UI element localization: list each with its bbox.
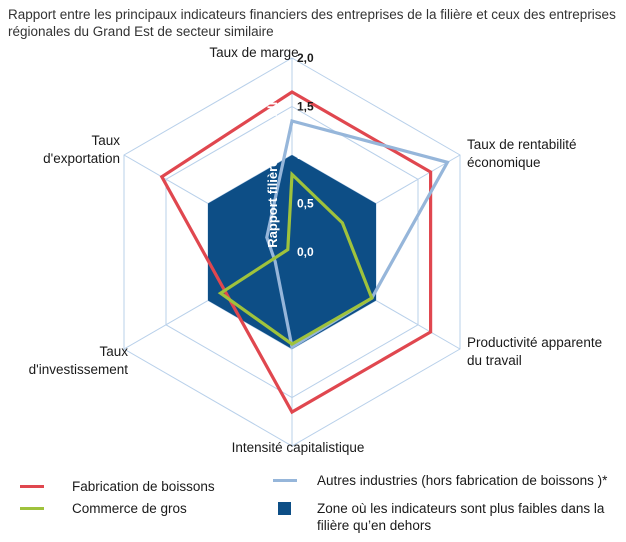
- tick-label: 1,5: [297, 100, 314, 114]
- chart-title: Rapport entre les principaux indicateurs…: [8, 7, 616, 39]
- axis-label: Taux d'investissement: [29, 344, 129, 377]
- axis-label-line: Taux: [99, 344, 128, 359]
- legend-label: Commerce de gros: [72, 501, 187, 516]
- axis-label-line: d'exportation: [43, 151, 120, 166]
- tick-label: 1,0: [297, 148, 314, 162]
- legend-swatch: [20, 485, 44, 488]
- series-lines: [159, 90, 450, 415]
- axis-label: Intensité capitalistique: [232, 440, 365, 455]
- axis-label-line: d'investissement: [29, 362, 129, 377]
- axis-title: Rapport filière / hors filière: [265, 82, 280, 247]
- reference-zone-area: [208, 155, 376, 349]
- axis-label: Taux d'exportation: [43, 133, 120, 166]
- legend-swatch: [278, 502, 291, 515]
- axis-label-line: Taux de rentabilité: [467, 137, 577, 152]
- legend-label: Autres industries (hors fabrication de b…: [317, 473, 608, 488]
- axis-label-line: Taux: [91, 133, 120, 148]
- axis-label: Taux de marge: [209, 45, 298, 60]
- axis-label-line: Productivité apparente: [467, 335, 602, 350]
- legend: Fabrication de boissons Commerce de gros…: [0, 470, 626, 542]
- series-line: [217, 170, 374, 346]
- axis-label: Taux de rentabilité économique: [467, 137, 577, 170]
- tick-label: 0,5: [297, 197, 314, 211]
- axis-label-line: Intensité capitalistique: [232, 440, 365, 455]
- axis-label-line: Taux de marge: [209, 45, 298, 60]
- axis-labels: Taux de marge Taux de rentabilité économiq…: [29, 45, 602, 455]
- legend-label: Zone où les indicateurs sont plus faible…: [317, 501, 605, 533]
- axis-label: Productivité apparente du travail: [467, 335, 602, 368]
- reference-zone: [208, 155, 376, 349]
- tick-label: 2,0: [297, 51, 314, 65]
- legend-swatch: [20, 507, 44, 510]
- series-line: [159, 90, 433, 415]
- legend-label: Fabrication de boissons: [72, 479, 215, 494]
- tick-label: 0,0: [297, 245, 314, 259]
- legend-swatch: [273, 479, 297, 482]
- tick-labels: 0,0 0,5 1,0 1,5 2,0: [297, 51, 314, 259]
- axis-label-line: du travail: [467, 353, 522, 368]
- axis-label-line: économique: [467, 155, 541, 170]
- series-line: [265, 119, 450, 350]
